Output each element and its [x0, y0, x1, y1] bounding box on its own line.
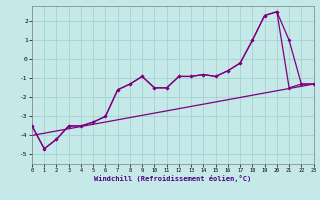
X-axis label: Windchill (Refroidissement éolien,°C): Windchill (Refroidissement éolien,°C) [94, 175, 252, 182]
